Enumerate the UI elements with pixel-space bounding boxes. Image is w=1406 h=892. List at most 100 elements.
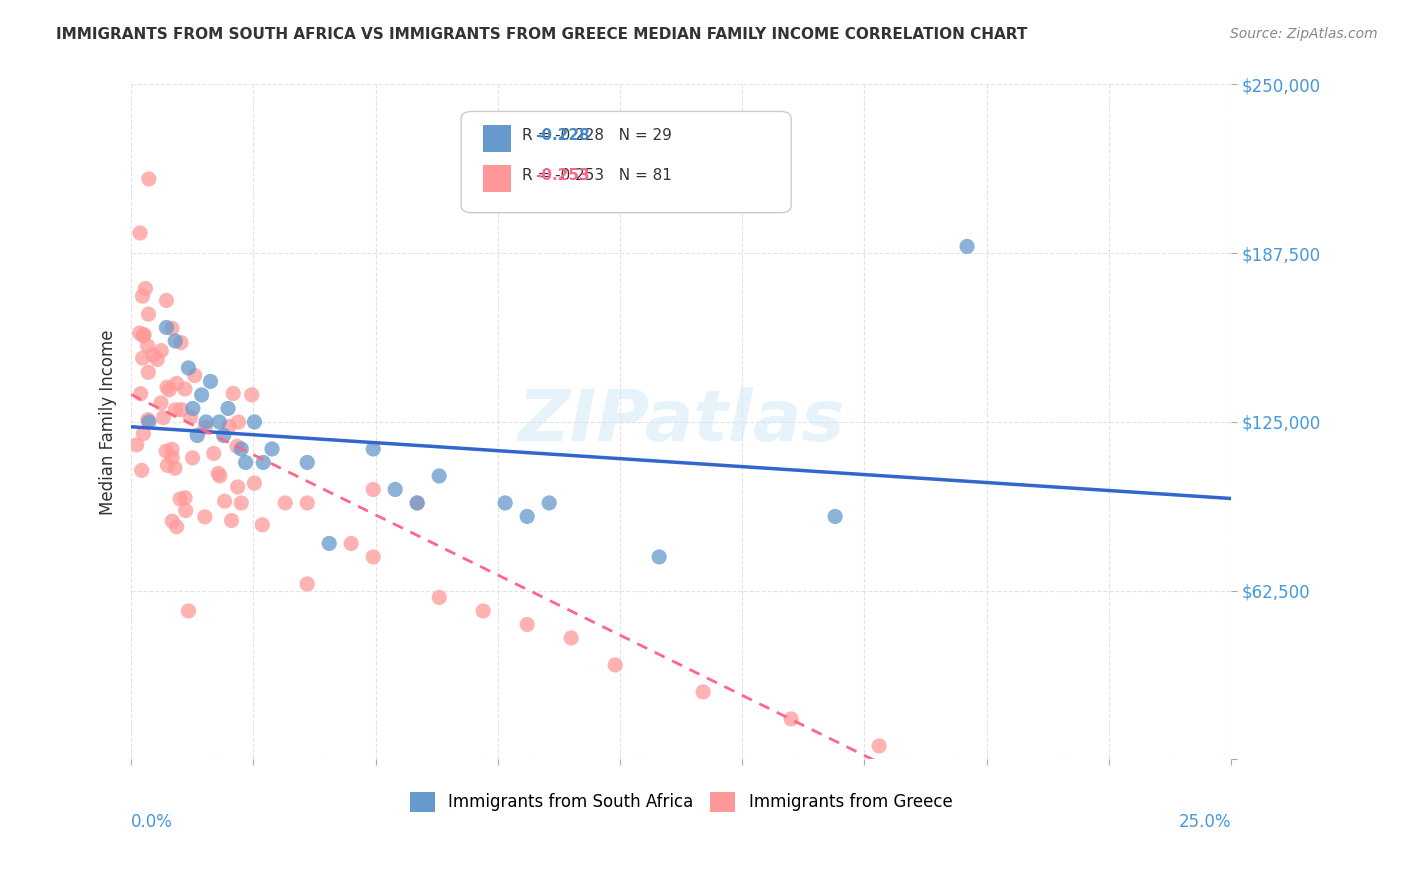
Point	[155, 293, 177, 308]
Point	[207, 467, 229, 481]
Point	[132, 327, 155, 342]
Text: 25.0%: 25.0%	[1178, 814, 1232, 831]
Point	[194, 510, 217, 524]
Point	[136, 365, 159, 379]
Point	[956, 239, 979, 253]
Point	[240, 388, 263, 402]
Point	[156, 380, 179, 394]
Point	[235, 455, 257, 469]
Point	[181, 401, 204, 416]
Point	[149, 396, 172, 410]
Point	[560, 631, 582, 645]
Point	[136, 412, 159, 426]
Point	[174, 503, 197, 517]
Point	[186, 428, 208, 442]
Point	[212, 428, 235, 442]
Point	[824, 509, 846, 524]
Point	[1132, 820, 1154, 834]
Point	[142, 348, 165, 362]
Text: R = -0.228   N = 29: R = -0.228 N = 29	[522, 128, 672, 143]
Point	[165, 334, 187, 348]
Point	[361, 483, 384, 497]
Text: ZIPatlas: ZIPatlas	[517, 387, 845, 457]
Text: R = -0.253   N = 81: R = -0.253 N = 81	[522, 168, 672, 183]
Text: 0.0%: 0.0%	[131, 814, 173, 831]
Point	[274, 496, 297, 510]
Point	[177, 360, 200, 375]
Point	[170, 402, 193, 417]
Point	[208, 469, 231, 483]
Point	[605, 657, 627, 672]
Point	[138, 307, 160, 321]
Point	[157, 383, 180, 397]
Point	[692, 685, 714, 699]
Point	[174, 382, 197, 396]
Y-axis label: Median Family Income: Median Family Income	[100, 329, 117, 515]
Point	[131, 463, 153, 477]
Point	[494, 496, 516, 510]
Point	[384, 483, 406, 497]
Point	[136, 339, 159, 353]
Point	[1043, 793, 1066, 807]
Point	[181, 450, 204, 465]
Text: IMMIGRANTS FROM SOUTH AFRICA VS IMMIGRANTS FROM GREECE MEDIAN FAMILY INCOME CORR: IMMIGRANTS FROM SOUTH AFRICA VS IMMIGRAN…	[56, 27, 1028, 42]
Point	[160, 442, 183, 457]
Point	[538, 496, 561, 510]
Point	[260, 442, 283, 456]
Point	[214, 494, 236, 508]
Point	[868, 739, 890, 753]
Point	[177, 604, 200, 618]
Point	[208, 415, 231, 429]
Point	[138, 415, 160, 429]
Point	[125, 438, 148, 452]
Point	[132, 328, 155, 343]
Point	[222, 386, 245, 401]
Point	[162, 450, 184, 465]
Point	[160, 321, 183, 335]
Point	[169, 491, 191, 506]
Point	[252, 455, 274, 469]
Point	[174, 491, 197, 505]
Point	[427, 469, 450, 483]
Point	[427, 591, 450, 605]
Point	[406, 496, 429, 510]
Point	[648, 549, 671, 564]
Point	[180, 410, 202, 425]
FancyBboxPatch shape	[461, 112, 792, 212]
Point	[956, 766, 979, 780]
Point	[194, 420, 217, 434]
Point	[217, 401, 239, 416]
Point	[200, 375, 222, 389]
Point	[152, 410, 174, 425]
Point	[361, 549, 384, 564]
Point	[297, 496, 319, 510]
Point	[297, 455, 319, 469]
Point	[129, 386, 152, 401]
Point	[190, 388, 212, 402]
Point	[195, 415, 218, 429]
Legend: Immigrants from South Africa, Immigrants from Greece: Immigrants from South Africa, Immigrants…	[404, 785, 959, 819]
Point	[361, 442, 384, 456]
Point	[780, 712, 803, 726]
Point	[170, 335, 193, 350]
Point	[226, 439, 249, 453]
Text: -0.253: -0.253	[534, 168, 589, 183]
Point	[146, 352, 169, 367]
Point	[160, 514, 183, 528]
Point	[163, 461, 186, 475]
Point	[155, 320, 177, 334]
Point	[155, 444, 177, 458]
Point	[156, 458, 179, 473]
Point	[297, 577, 319, 591]
Point	[134, 281, 156, 295]
Point	[218, 419, 240, 434]
Point	[150, 343, 173, 358]
Point	[165, 402, 187, 417]
Text: Source: ZipAtlas.com: Source: ZipAtlas.com	[1230, 27, 1378, 41]
Point	[202, 446, 225, 460]
Point	[184, 368, 207, 383]
Point	[132, 426, 155, 441]
Point	[516, 617, 538, 632]
Point	[516, 509, 538, 524]
Bar	[484, 165, 510, 193]
